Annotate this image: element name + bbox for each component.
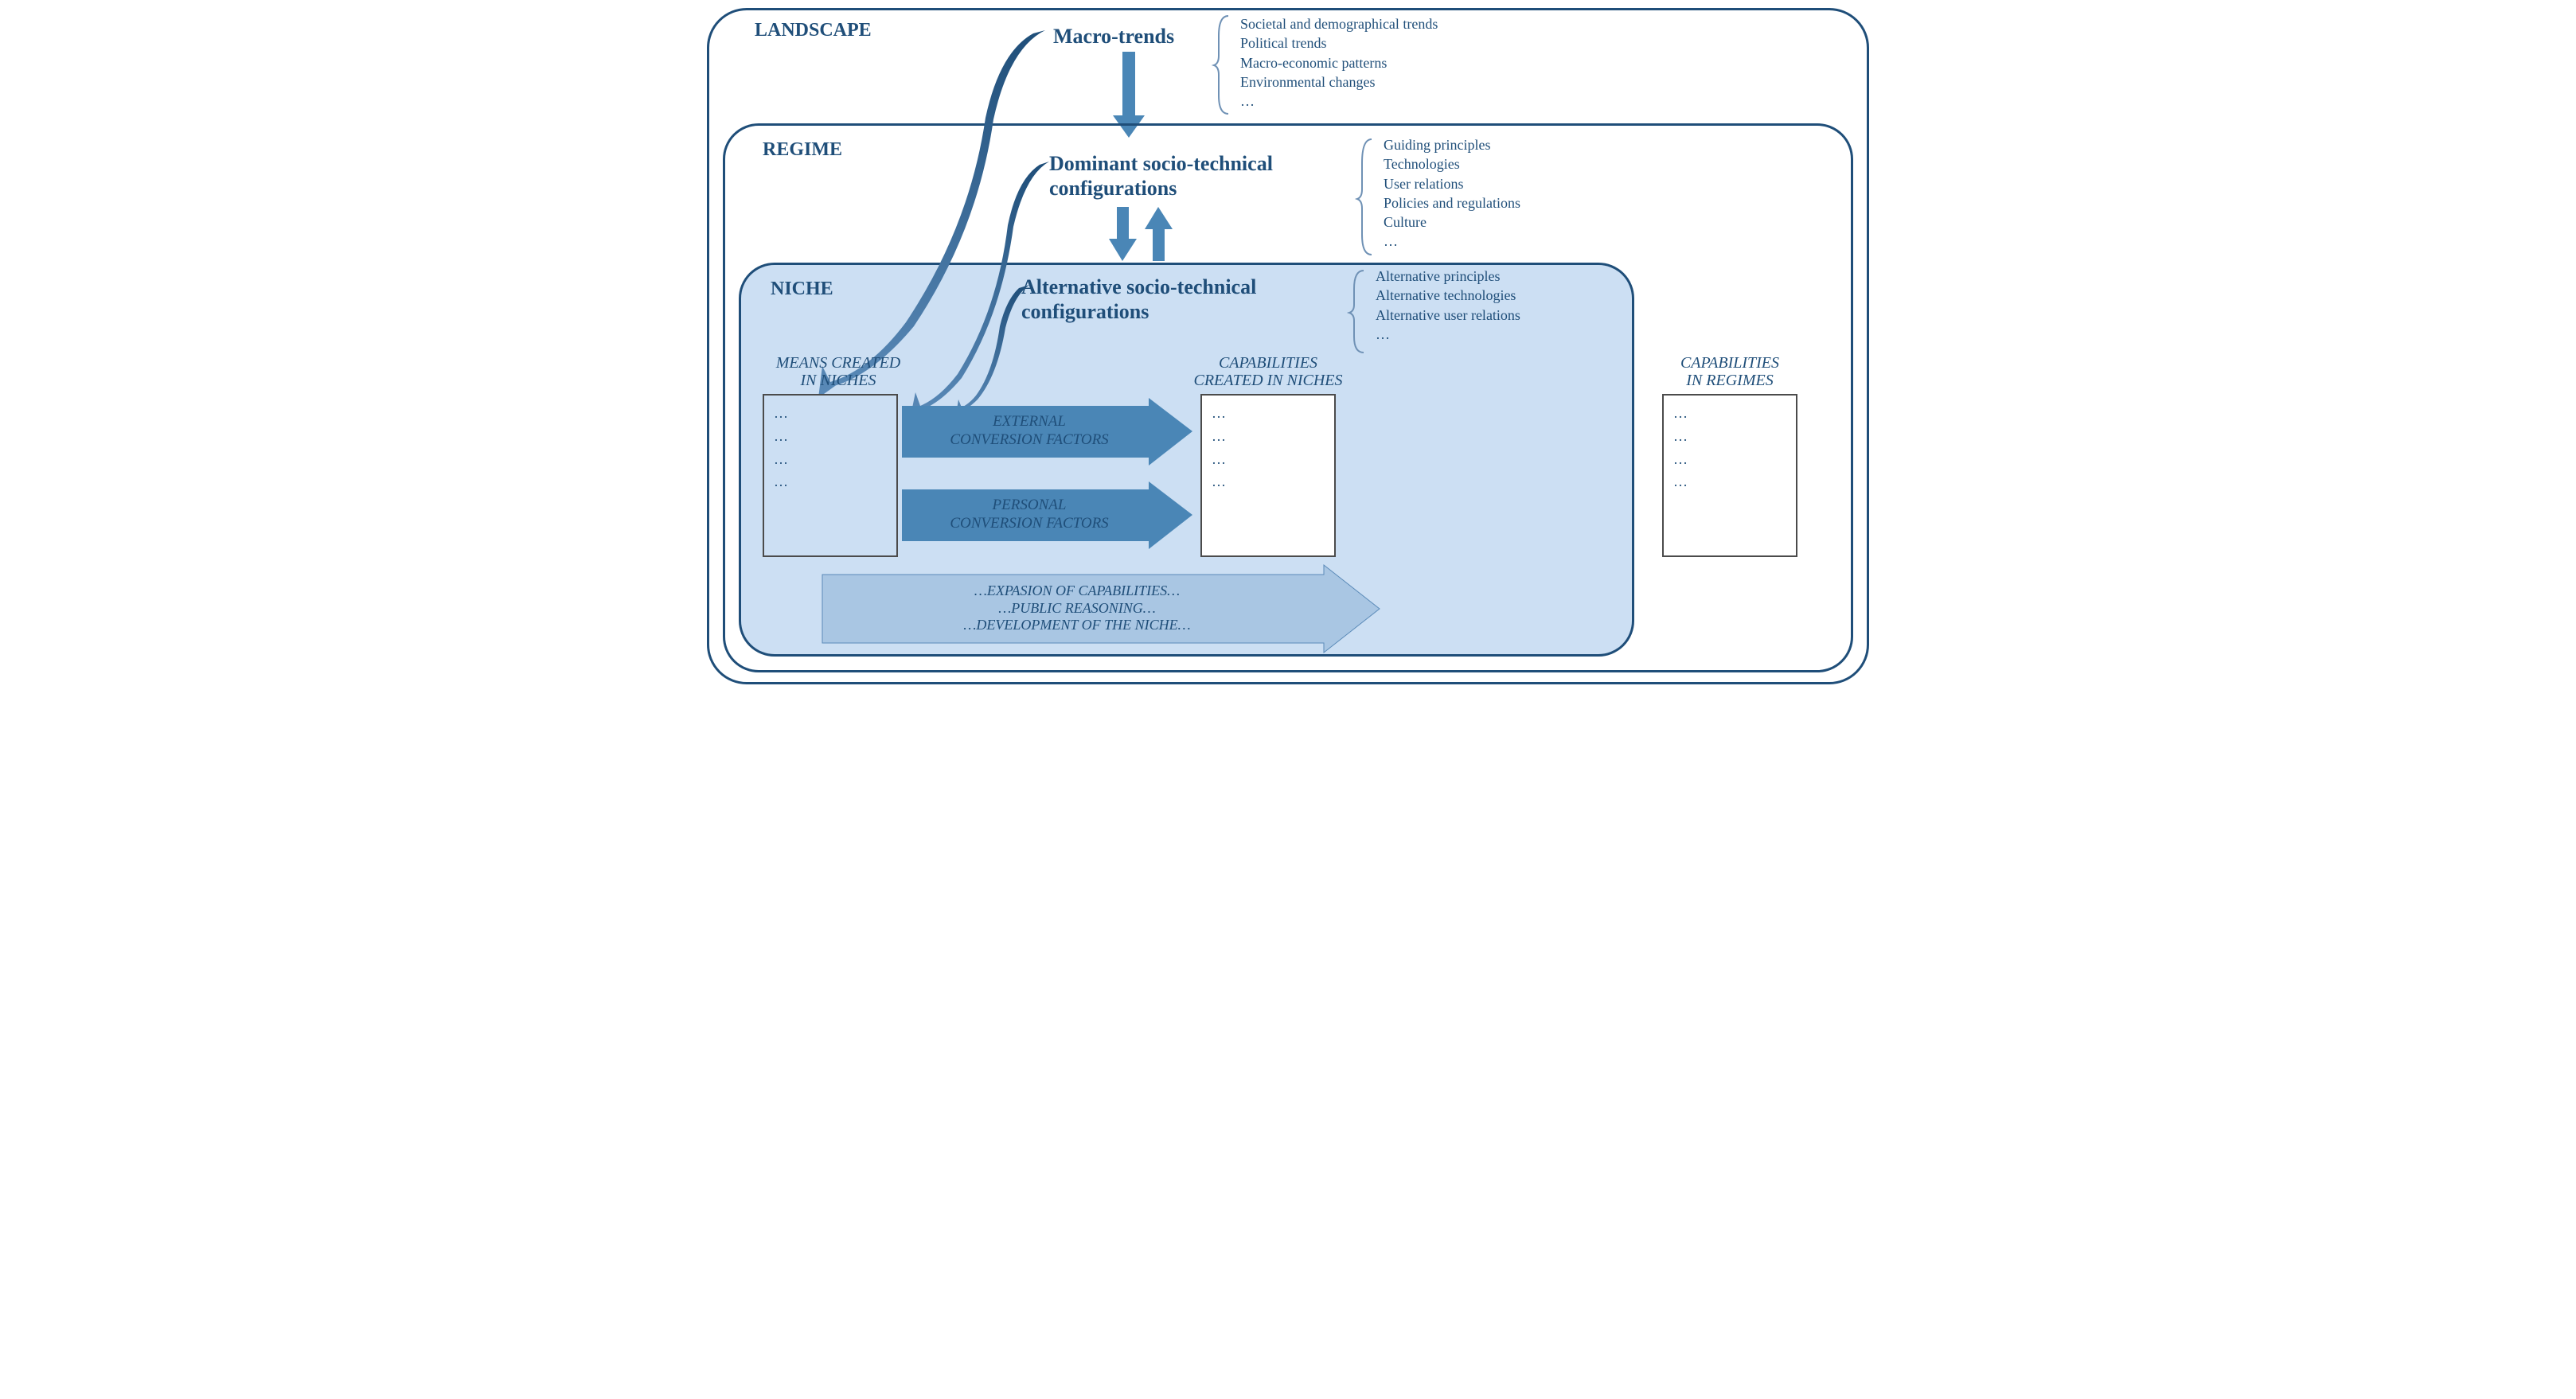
box-item: … [774,425,887,448]
cap-niche-label-line: CAPABILITIES [1219,354,1317,372]
cap-regime-label-line: IN REGIMES [1686,372,1773,389]
means-label-line: IN NICHES [801,372,876,389]
regime-item: Guiding principles [1384,135,1520,154]
regime-heading-line: Dominant socio-technical [1049,152,1273,175]
niche-item: Alternative technologies [1376,286,1520,305]
conv-line: CONVERSION FACTORS [950,515,1108,532]
niche-heading-line: configurations [1021,300,1149,323]
cap-regime-box: … … … … [1662,394,1797,557]
regime-item: Policies and regulations [1384,193,1520,212]
box-item: … [1212,470,1325,493]
bridge-arrow-label: …EXPASION OF CAPABILITIES… …PUBLIC REASO… [834,575,1320,642]
niche-item: … [1376,325,1520,344]
cap-regime-label-line: CAPABILITIES [1680,354,1779,372]
box-item: … [1212,402,1325,425]
regime-item: Culture [1384,212,1520,232]
landscape-item: Environmental changes [1240,72,1438,92]
box-item: … [1673,402,1786,425]
niche-items: Alternative principles Alternative techn… [1376,267,1520,344]
cap-niche-box: … … … … [1200,394,1336,557]
landscape-item: Macro-economic patterns [1240,53,1438,72]
box-item: … [774,402,887,425]
box-item: … [774,470,887,493]
niche-title: NICHE [771,279,833,300]
conv-line: CONVERSION FACTORS [950,431,1108,448]
regime-item: … [1384,232,1520,251]
landscape-title: LANDSCAPE [755,20,872,41]
cap-niche-label: CAPABILITIES CREATED IN NICHES [1177,354,1360,389]
niche-item: Alternative user relations [1376,306,1520,325]
diagram-canvas: LANDSCAPE Macro-trends Societal and demo… [683,0,1893,700]
means-label-line: MEANS CREATED [776,354,900,372]
landscape-item: Societal and demographical trends [1240,14,1438,33]
box-item: … [1673,470,1786,493]
bridge-line: …DEVELOPMENT OF THE NICHE… [963,617,1190,634]
box-item: … [774,448,887,471]
macro-trends-heading: Macro-trends [1053,24,1174,49]
personal-conversion-label: PERSONAL CONVERSION FACTORS [914,491,1145,539]
regime-item: Technologies [1384,154,1520,173]
regime-title: REGIME [763,139,842,161]
means-box: … … … … [763,394,898,557]
regime-item: User relations [1384,174,1520,193]
regime-heading-line: configurations [1049,177,1177,200]
landscape-items: Societal and demographical trends Politi… [1240,14,1438,111]
landscape-item: Political trends [1240,33,1438,53]
niche-heading: Alternative socio-technical configuratio… [1021,275,1256,324]
bridge-line: …EXPASION OF CAPABILITIES… [974,583,1180,600]
conv-line: EXTERNAL [993,413,1066,430]
bridge-line: …PUBLIC REASONING… [998,600,1156,618]
means-label: MEANS CREATED IN NICHES [759,354,918,389]
niche-heading-line: Alternative socio-technical [1021,275,1256,298]
niche-item: Alternative principles [1376,267,1520,286]
external-conversion-label: EXTERNAL CONVERSION FACTORS [914,407,1145,455]
cap-niche-label-line: CREATED IN NICHES [1193,372,1342,389]
regime-items: Guiding principles Technologies User rel… [1384,135,1520,251]
regime-heading: Dominant socio-technical configurations [1049,151,1273,201]
box-item: … [1673,448,1786,471]
landscape-item: … [1240,92,1438,111]
cap-regime-label: CAPABILITIES IN REGIMES [1650,354,1809,389]
box-item: … [1212,448,1325,471]
box-item: … [1673,425,1786,448]
box-item: … [1212,425,1325,448]
conv-line: PERSONAL [993,497,1067,513]
